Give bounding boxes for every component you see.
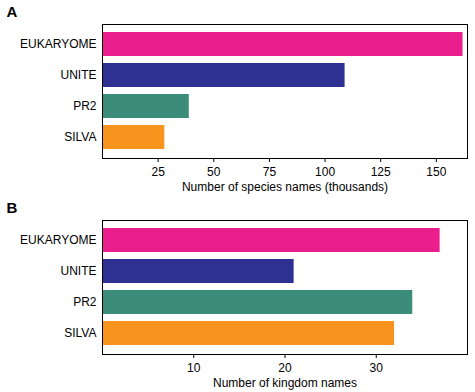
svg-text:150: 150	[426, 165, 446, 179]
svg-text:EUKARYOME: EUKARYOME	[20, 37, 96, 51]
svg-text:EUKARYOME: EUKARYOME	[20, 233, 96, 247]
svg-text:Number of kingdom names: Number of kingdom names	[213, 376, 357, 390]
svg-text:UNITE: UNITE	[61, 264, 97, 278]
svg-text:SILVA: SILVA	[64, 130, 96, 144]
svg-text:75: 75	[263, 165, 277, 179]
svg-text:Number of species names (thous: Number of species names (thousands)	[182, 180, 388, 194]
svg-text:30: 30	[370, 361, 384, 375]
svg-text:50: 50	[207, 165, 221, 179]
svg-text:SILVA: SILVA	[64, 326, 96, 340]
svg-text:A: A	[7, 3, 18, 20]
svg-text:10: 10	[187, 361, 201, 375]
svg-text:25: 25	[151, 165, 165, 179]
svg-text:125: 125	[371, 165, 391, 179]
svg-text:100: 100	[315, 165, 335, 179]
svg-text:PR2: PR2	[73, 295, 97, 309]
svg-text:UNITE: UNITE	[61, 68, 97, 82]
svg-text:20: 20	[278, 361, 292, 375]
svg-text:B: B	[7, 199, 18, 216]
svg-text:PR2: PR2	[73, 99, 97, 113]
